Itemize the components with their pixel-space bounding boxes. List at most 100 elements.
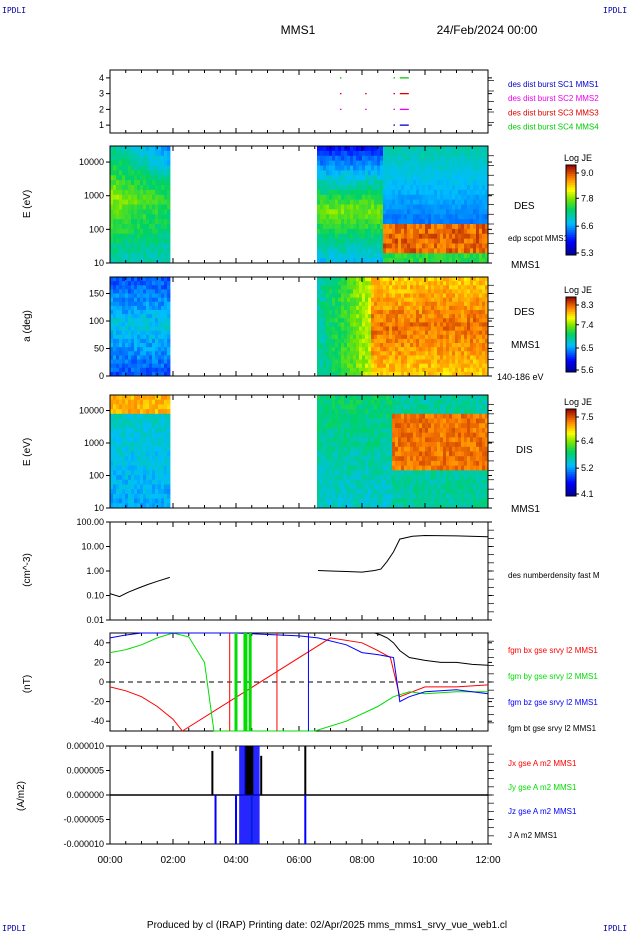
heatmap-cell xyxy=(149,165,153,171)
heatmap-cell xyxy=(359,395,363,401)
heatmap-cell xyxy=(431,343,435,348)
heatmap-cell xyxy=(419,367,423,373)
heatmap-cell xyxy=(116,224,120,230)
heatmap-cell xyxy=(329,233,333,240)
heatmap-cell xyxy=(155,404,159,410)
heatmap-cell xyxy=(119,367,123,373)
heatmap-cell xyxy=(146,170,150,176)
heatmap-cell xyxy=(161,199,165,205)
heatmap-cell xyxy=(128,427,132,434)
heatmap-cell xyxy=(140,470,144,476)
heatmap-cell xyxy=(110,165,114,171)
heatmap-cell xyxy=(350,322,354,327)
heatmap-cell xyxy=(437,224,441,230)
heatmap-cell xyxy=(398,305,402,311)
heatmap-cell xyxy=(449,204,453,210)
heatmap-cell xyxy=(359,470,363,476)
heatmap-cell xyxy=(113,446,117,452)
heatmap-cell xyxy=(140,305,144,311)
heatmap-cell xyxy=(413,359,417,365)
heatmap-cell xyxy=(371,363,375,369)
heatmap-cell xyxy=(113,371,117,377)
heatmap-cell xyxy=(398,258,402,264)
heatmap-cell xyxy=(344,359,348,365)
heatmap-cell xyxy=(110,189,114,196)
heatmap-cell xyxy=(164,305,168,311)
heatmap-cell xyxy=(422,180,426,186)
heatmap-cell xyxy=(347,285,351,290)
heatmap-cell xyxy=(386,165,390,171)
heatmap-cell xyxy=(164,418,168,424)
heatmap-cell xyxy=(419,277,423,282)
heatmap-cell xyxy=(401,338,405,344)
heatmap-cell xyxy=(353,214,357,220)
heatmap-cell xyxy=(338,194,342,201)
heatmap-cell xyxy=(329,155,333,162)
heatmap-cell xyxy=(452,243,456,249)
heatmap-cell xyxy=(482,180,486,186)
heatmap-cell xyxy=(128,484,132,490)
heatmap-cell xyxy=(398,185,402,191)
heatmap-cell xyxy=(143,146,147,152)
heatmap-cell xyxy=(479,238,483,244)
heatmap-cell xyxy=(467,150,471,157)
heatmap-cell xyxy=(419,165,423,171)
heatmap-cell xyxy=(167,314,171,319)
des-energy-y-tick-label: 1000 xyxy=(84,191,104,201)
heatmap-cell xyxy=(371,277,375,282)
heatmap-cell xyxy=(125,465,129,471)
heatmap-cell xyxy=(332,460,336,467)
heatmap-cell xyxy=(383,363,387,369)
heatmap-cell xyxy=(335,479,339,485)
heatmap-cell xyxy=(146,238,150,244)
heatmap-cell xyxy=(458,305,462,311)
heatmap-cell xyxy=(335,347,339,352)
des-pitch-ylabel: a (deg) xyxy=(22,310,33,342)
heatmap-cell xyxy=(161,423,165,429)
heatmap-cell xyxy=(395,314,399,319)
heatmap-cell xyxy=(347,363,351,369)
heatmap-cell xyxy=(158,209,162,215)
heatmap-cell xyxy=(158,301,162,307)
heatmap-cell xyxy=(167,484,171,490)
heatmap-cell xyxy=(128,199,132,205)
heatmap-cell xyxy=(329,314,333,319)
heatmap-cell xyxy=(116,343,120,348)
heatmap-cell xyxy=(326,199,330,205)
heatmap-cell xyxy=(473,355,477,360)
heatmap-cell xyxy=(485,347,489,352)
heatmap-cell xyxy=(410,204,414,210)
heatmap-cell xyxy=(470,194,474,201)
heatmap-cell xyxy=(146,293,150,299)
heatmap-cell xyxy=(350,258,354,264)
heatmap-cell xyxy=(458,351,462,356)
heatmap-cell xyxy=(401,228,405,235)
heatmap-cell xyxy=(152,199,156,205)
heatmap-cell xyxy=(137,399,141,405)
heatmap-cell xyxy=(398,199,402,205)
heatmap-cell xyxy=(428,359,432,365)
heatmap-cell xyxy=(335,423,339,429)
heatmap-cell xyxy=(437,301,441,307)
heatmap-cell xyxy=(359,418,363,424)
heatmap-cell xyxy=(149,503,153,509)
heatmap-cell xyxy=(137,189,141,196)
heatmap-cell xyxy=(137,180,141,186)
heatmap-cell xyxy=(353,297,357,303)
heatmap-cell xyxy=(458,289,462,294)
heatmap-cell xyxy=(338,233,342,240)
heatmap-cell xyxy=(344,189,348,196)
heatmap-cell xyxy=(401,371,405,377)
heatmap-cell xyxy=(161,301,165,307)
heatmap-cell xyxy=(338,185,342,191)
heatmap-cell xyxy=(431,281,435,286)
heatmap-cell xyxy=(155,310,159,315)
heatmap-cell xyxy=(470,297,474,303)
heatmap-cell xyxy=(368,180,372,186)
heatmap-cell xyxy=(131,399,135,405)
heatmap-cell xyxy=(473,214,477,220)
heatmap-cell xyxy=(152,248,156,254)
heatmap-cell xyxy=(320,297,324,303)
heatmap-cell xyxy=(347,146,351,152)
heatmap-cell xyxy=(326,503,330,509)
